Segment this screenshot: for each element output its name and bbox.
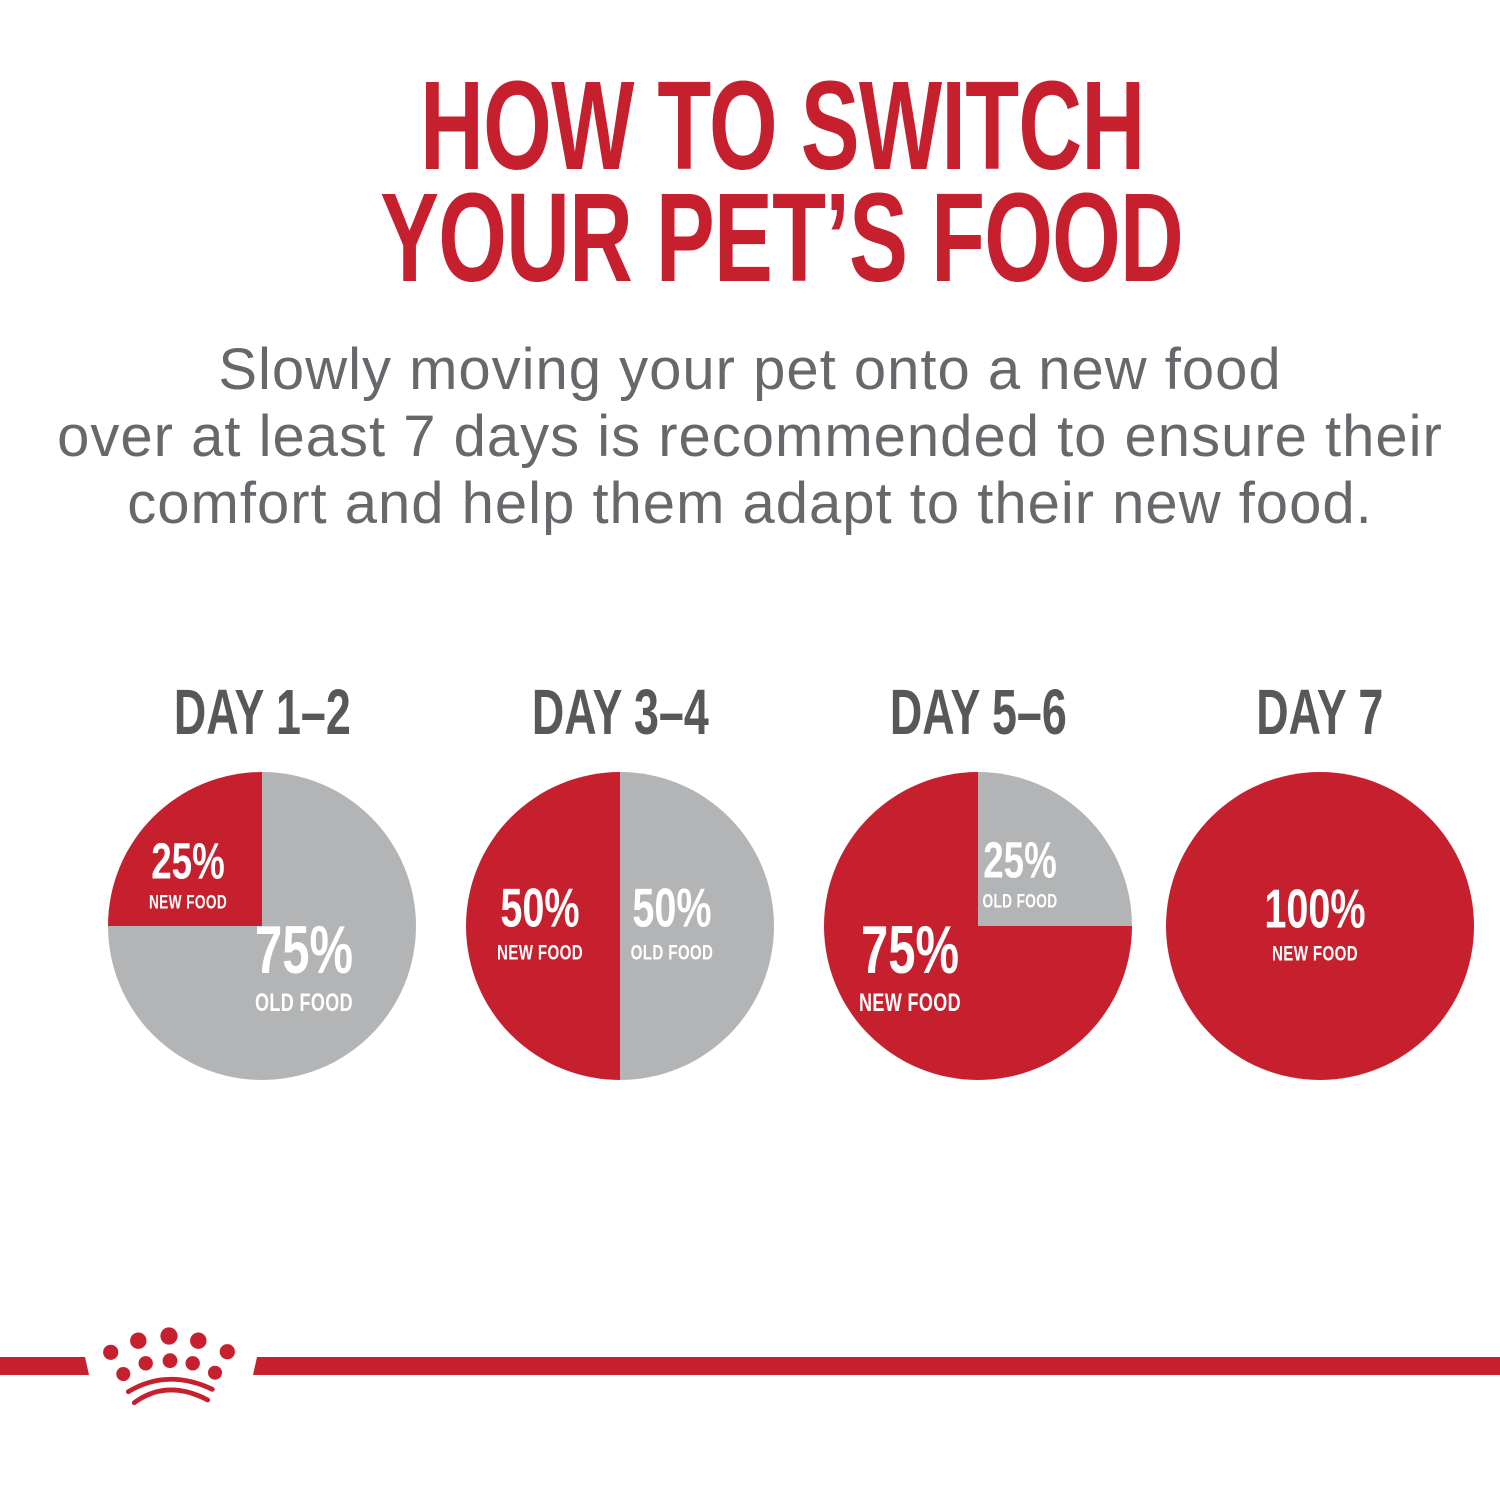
intro-text-line-2: over at least 7 days is recommended to e… <box>57 404 1443 469</box>
page-title-line-1: HOW TO SWITCH <box>419 55 1145 196</box>
day-7-pie-chart: 100% NEW FOOD <box>1166 772 1474 1080</box>
day-3-4-pie-chart: 50% NEW FOOD 50% OLD FOOD <box>466 772 774 1080</box>
day-5-6-column: DAY 5–6 25% OLD FOOD 75% NEW FOOD <box>818 680 1138 1080</box>
footer-band-left-segment <box>0 1357 89 1375</box>
day-5-6-new-food-slice-label: 75% NEW FOOD <box>859 916 961 1016</box>
new-food-name: NEW FOOD <box>149 892 228 914</box>
day-7-column: DAY 7 100% NEW FOOD <box>1160 680 1480 1080</box>
intro-text-line-3: comfort and help them adapt to their new… <box>127 471 1373 536</box>
new-food-percent: 50% <box>500 876 580 939</box>
old-food-percent: 25% <box>982 831 1057 889</box>
new-food-percent: 100% <box>1264 877 1366 940</box>
day-1-2-new-food-slice-label: 25% NEW FOOD <box>149 835 227 912</box>
day-3-4-label: DAY 3–4 <box>531 676 709 748</box>
old-food-percent: 50% <box>632 876 712 939</box>
day-1-2-old-food-slice-label: 75% OLD FOOD <box>255 916 353 1016</box>
page-title-line-2: YOUR PET’S FOOD <box>380 167 1185 308</box>
day-1-2-pie-chart: 25% NEW FOOD 75% OLD FOOD <box>108 772 416 1080</box>
old-food-name: OLD FOOD <box>254 989 353 1018</box>
day-7-label: DAY 7 <box>1256 676 1384 748</box>
royal-canin-crown-icon <box>103 1327 235 1406</box>
old-food-name: OLD FOOD <box>631 941 714 965</box>
old-food-name: OLD FOOD <box>982 891 1058 913</box>
intro-text-line-1: Slowly moving your pet onto a new food <box>218 337 1282 402</box>
day-5-6-label: DAY 5–6 <box>889 676 1067 748</box>
page-title: HOW TO SWITCH YOUR PET’S FOOD <box>32 55 1500 308</box>
day-1-2-column: DAY 1–2 25% NEW FOOD 75% OLD FOOD <box>102 680 422 1080</box>
day-7-new-food-slice-label: 100% NEW FOOD <box>1264 877 1366 966</box>
old-food-percent: 75% <box>254 912 353 989</box>
new-food-percent: 75% <box>861 912 960 989</box>
new-food-name: NEW FOOD <box>496 941 583 965</box>
new-food-percent: 25% <box>151 832 225 890</box>
day-5-6-pie-chart: 25% OLD FOOD 75% NEW FOOD <box>824 772 1132 1080</box>
intro-text: Slowly moving your pet onto a new food o… <box>0 336 1500 537</box>
new-food-name: NEW FOOD <box>859 989 962 1018</box>
new-food-name: NEW FOOD <box>1272 942 1359 966</box>
day-3-4-column: DAY 3–4 50% NEW FOOD 50% OLD FOOD <box>460 680 780 1080</box>
day-1-2-label: DAY 1–2 <box>173 676 351 748</box>
day-3-4-new-food-slice-label: 50% NEW FOOD <box>496 876 583 965</box>
day-5-6-old-food-slice-label: 25% OLD FOOD <box>982 835 1057 912</box>
day-3-4-old-food-slice-label: 50% OLD FOOD <box>631 876 714 965</box>
footer-band-right-segment <box>253 1357 1500 1375</box>
